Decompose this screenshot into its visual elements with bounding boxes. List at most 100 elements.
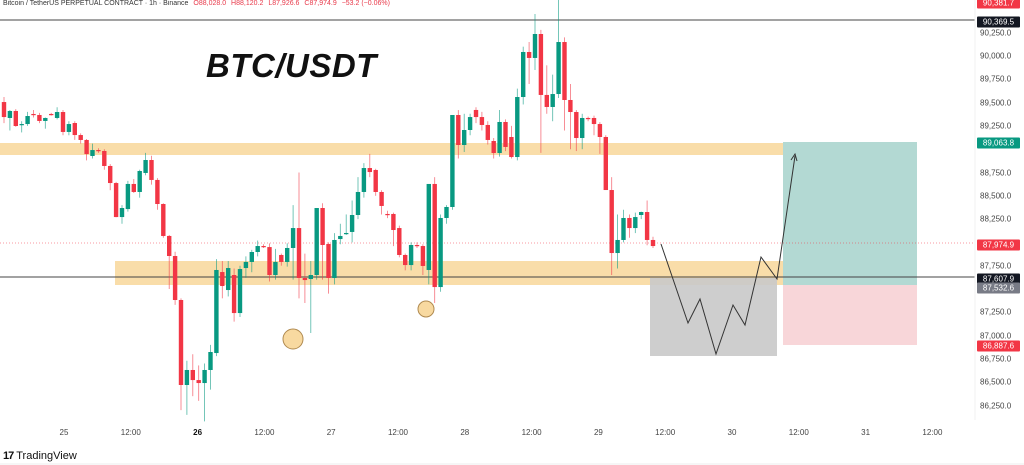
liquidity-sweep-marker — [417, 300, 435, 318]
candle-body — [344, 232, 349, 235]
candle-body — [497, 121, 502, 154]
candles-group — [1, 0, 656, 422]
candle-body — [1, 102, 7, 118]
candle-body — [137, 171, 142, 192]
candle-body — [355, 191, 361, 215]
candle-body — [261, 246, 266, 248]
stop-box[interactable] — [783, 285, 917, 345]
time-tick-label: 27 — [326, 428, 336, 437]
candle-body — [627, 217, 632, 229]
candle-body — [243, 261, 249, 269]
candle-body — [131, 183, 136, 192]
candle-body — [391, 213, 396, 231]
candle-body — [208, 352, 213, 370]
candle-body — [438, 217, 443, 288]
candle-body — [450, 114, 455, 207]
time-tick-label: 29 — [593, 428, 603, 437]
candle-body — [279, 254, 284, 262]
price-tick-label: 86,750.0 — [980, 354, 1012, 364]
candle-body — [556, 42, 561, 95]
price-badge: 89,063.8 — [977, 137, 1020, 149]
candle-body — [420, 246, 426, 266]
candle-body — [332, 239, 337, 279]
candle-body — [102, 150, 107, 166]
candle-body — [96, 150, 101, 152]
candle-body — [361, 168, 367, 192]
candle-body — [37, 114, 42, 121]
candle-body — [214, 269, 219, 354]
projection-box[interactable] — [650, 278, 777, 356]
candle-body — [633, 217, 638, 229]
price-tick-label: 88,250.0 — [980, 214, 1012, 224]
candle-body — [503, 121, 508, 147]
projected-path[interactable] — [660, 155, 796, 356]
candle-body — [338, 235, 343, 240]
price-tick-label: 87,750.0 — [980, 261, 1012, 271]
price-tick-label: 87,250.0 — [980, 307, 1012, 317]
time-tick-label: 31 — [861, 428, 871, 437]
price-badge: 90,369.5 — [977, 16, 1020, 28]
candle-body — [644, 212, 650, 240]
candle-body — [49, 113, 54, 116]
candle-body — [603, 136, 608, 191]
candle-body — [196, 380, 201, 384]
candle-body — [326, 243, 331, 279]
candle-body — [521, 51, 526, 98]
candle-body — [13, 110, 18, 126]
time-tick-label: 12:00 — [387, 428, 409, 437]
candle-body — [491, 140, 496, 154]
candle-body — [367, 168, 372, 173]
candle-body — [639, 212, 644, 215]
tradingview-logo-icon: 17 — [3, 450, 14, 462]
ohlc-open: O88,028.0 — [193, 0, 227, 7]
target-box[interactable] — [783, 142, 917, 285]
price-tick-label: 88,750.0 — [980, 168, 1012, 177]
candle-body — [314, 208, 319, 276]
price-tick-label: 90,250.0 — [980, 28, 1012, 38]
candle-body — [25, 116, 30, 125]
candle-body — [31, 113, 36, 116]
candle-body — [462, 130, 467, 146]
symbol-info: Bitcoin / TetherUS PERPETUAL CONTRACT · … — [3, 0, 189, 7]
candle-body — [237, 269, 243, 314]
candle-body — [202, 369, 207, 384]
candle-body — [231, 275, 237, 314]
candle-body — [349, 214, 355, 232]
candle-body — [426, 183, 431, 270]
candle-body — [7, 110, 13, 118]
time-tick-label: 30 — [727, 428, 737, 437]
price-tick-label: 87,000.0 — [980, 331, 1012, 341]
price-badge: 87,607.9 — [977, 273, 1020, 285]
candle-body — [149, 160, 154, 180]
candle-body — [615, 239, 620, 254]
candle-body — [580, 117, 585, 139]
candle-body — [19, 124, 24, 126]
candle-body — [467, 117, 473, 131]
candle-body — [562, 42, 567, 100]
candle-body — [585, 117, 591, 120]
candle-body — [397, 228, 402, 255]
candle-body — [609, 190, 614, 254]
candle-body — [178, 299, 184, 385]
candle-body — [373, 169, 378, 192]
brand-name: TradingView — [16, 450, 77, 462]
time-tick-label: 12:00 — [922, 428, 943, 437]
candle-body — [591, 117, 597, 125]
candle-body — [66, 124, 72, 132]
candle-body — [113, 183, 119, 218]
candle-body — [456, 114, 461, 146]
candle-body — [84, 139, 89, 155]
candle-body — [621, 217, 626, 240]
candle-body — [290, 228, 296, 248]
ohlc-high: H88,120.2 — [231, 0, 264, 7]
candle-body — [544, 94, 549, 107]
candle-body — [78, 135, 83, 140]
resistance-zone[interactable] — [0, 143, 788, 155]
candle-body — [597, 124, 603, 137]
time-tick-label: 12:00 — [254, 428, 275, 437]
candle-body — [255, 246, 260, 252]
candle-body — [509, 136, 514, 158]
tradingview-logo[interactable]: 17 TradingView — [3, 450, 77, 462]
candle-body — [408, 245, 414, 266]
